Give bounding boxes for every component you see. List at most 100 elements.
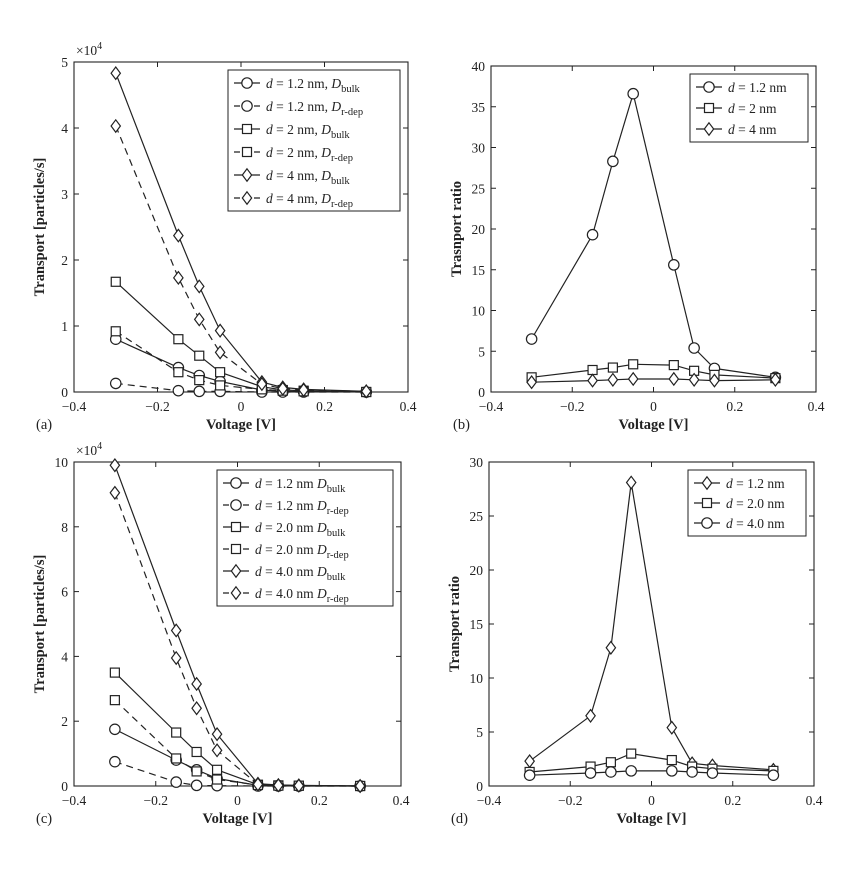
series-5 bbox=[110, 118, 372, 399]
data-point bbox=[193, 312, 205, 327]
x-tick-label: 0 bbox=[648, 793, 655, 808]
y-tick-label: 15 bbox=[470, 617, 484, 632]
y-tick-label: 25 bbox=[472, 181, 486, 196]
data-point bbox=[585, 708, 596, 723]
data-point bbox=[605, 766, 617, 778]
x-tick-label: 0.2 bbox=[316, 399, 333, 414]
x-tick-label: 0.4 bbox=[806, 793, 823, 808]
x-tick-label: 0.2 bbox=[726, 399, 743, 414]
y-tick-label: 2 bbox=[61, 714, 68, 729]
y-tick-label: 4 bbox=[61, 649, 68, 664]
data-point bbox=[171, 753, 182, 764]
data-point bbox=[109, 485, 121, 500]
legend: d = 1.2 nm d = 2.0 nm d = 4.0 nm bbox=[687, 469, 807, 537]
panel-d: −0.4 −0.2 0 0.2 0.4 0 5 10 15 20 25 30 Voltage [V] Tr… bbox=[447, 455, 823, 827]
panel-label: (a) bbox=[36, 417, 52, 433]
x-tick-label: 0.2 bbox=[724, 793, 741, 808]
data-point bbox=[666, 754, 677, 766]
legend-entry: d = 1.2 nm bbox=[726, 476, 785, 491]
data-point bbox=[252, 777, 264, 792]
legend-entry: d = 4 nm, Dr-dep bbox=[266, 191, 353, 210]
x-tick-label: 0 bbox=[234, 793, 241, 808]
series-line bbox=[531, 363, 776, 379]
series-line bbox=[115, 338, 367, 393]
legend-marker bbox=[701, 475, 713, 491]
x-tick-label: −0.2 bbox=[558, 793, 583, 808]
data-point bbox=[626, 748, 637, 759]
panel-label: (d) bbox=[451, 811, 468, 827]
data-point bbox=[109, 667, 120, 678]
series-2 bbox=[526, 371, 781, 390]
data-point bbox=[627, 87, 639, 100]
data-point bbox=[706, 767, 719, 779]
y-tick-label: 20 bbox=[472, 222, 486, 237]
x-tick-label: 0.4 bbox=[393, 793, 410, 808]
data-point bbox=[214, 345, 226, 360]
legend-marker bbox=[230, 585, 242, 601]
data-point bbox=[191, 701, 203, 716]
data-point bbox=[172, 384, 185, 397]
legend-marker bbox=[241, 190, 253, 206]
y-tick-label: 0 bbox=[61, 385, 68, 400]
series-line bbox=[114, 672, 361, 787]
x-tick-label: 0 bbox=[650, 399, 657, 414]
data-point bbox=[110, 66, 122, 81]
panel-a: −0.4 −0.2 0 0.2 0.4 0 1 2 3 4 5 ×104 Voltage [V] Tran… bbox=[32, 41, 417, 433]
data-point bbox=[109, 755, 121, 768]
data-point bbox=[607, 155, 619, 168]
legend-marker bbox=[241, 77, 253, 89]
y-exponent: ×104 bbox=[76, 441, 102, 458]
x-tick-label: 0.4 bbox=[400, 399, 417, 414]
data-point bbox=[110, 276, 121, 287]
y-tick-label: 30 bbox=[470, 455, 484, 470]
legend: d = 1.2 nm, Dbulk d = 1.2 nm, Dr-dep d = 2… bbox=[227, 69, 401, 212]
data-point bbox=[170, 776, 182, 788]
y-tick-label: 2 bbox=[61, 253, 68, 268]
data-point bbox=[193, 279, 205, 294]
x-tick-label: 0 bbox=[238, 399, 245, 414]
legend: d = 1.2 nm Dbulk d = 1.2 nm Dr-dep d = 2.0… bbox=[216, 469, 394, 607]
data-point bbox=[215, 367, 226, 378]
legend-marker bbox=[230, 521, 242, 533]
legend-entry: d = 1.2 nm Dbulk bbox=[255, 476, 346, 495]
data-point bbox=[605, 640, 617, 655]
x-tick-label: 0.2 bbox=[311, 793, 328, 808]
series-line bbox=[531, 378, 776, 383]
panel-label: (c) bbox=[36, 811, 52, 827]
x-axis-label: Voltage [V] bbox=[203, 811, 273, 827]
data-point bbox=[666, 720, 678, 735]
data-point bbox=[525, 333, 538, 345]
data-point bbox=[256, 376, 268, 392]
data-point bbox=[584, 767, 597, 779]
y-tick-label: 40 bbox=[472, 59, 486, 74]
data-point bbox=[211, 774, 223, 785]
data-point bbox=[173, 334, 184, 345]
legend-entry: d = 2.0 nm Dbulk bbox=[255, 520, 346, 539]
y-tick-label: 5 bbox=[61, 55, 68, 70]
legend-marker bbox=[703, 81, 715, 93]
legend-entry: d = 2 nm, Dr-dep bbox=[266, 145, 353, 164]
series-line bbox=[115, 281, 367, 393]
data-point bbox=[627, 371, 639, 387]
legend-marker bbox=[241, 146, 253, 158]
legend-entry: d = 4 nm, Dbulk bbox=[266, 168, 350, 187]
legend-marker bbox=[701, 497, 713, 509]
data-point bbox=[109, 695, 120, 706]
x-tick-label: 0.4 bbox=[808, 399, 825, 414]
y-tick-label: 5 bbox=[476, 725, 483, 740]
data-point bbox=[769, 372, 781, 387]
data-point bbox=[586, 228, 599, 241]
data-point bbox=[172, 228, 184, 243]
data-point bbox=[170, 623, 182, 638]
y-exponent: ×104 bbox=[76, 41, 102, 58]
series-2 bbox=[523, 765, 780, 781]
data-point bbox=[354, 778, 366, 794]
series-line bbox=[529, 770, 774, 776]
series-1 bbox=[524, 748, 779, 778]
legend-entry: d = 2 nm bbox=[728, 101, 777, 116]
legend-marker bbox=[230, 563, 242, 579]
data-point bbox=[709, 373, 720, 388]
panel-b: −0.4 −0.2 0 0.2 0.4 0 5 10 15 20 25 30 35 40 Voltage [… bbox=[449, 59, 825, 433]
series-2 bbox=[110, 276, 372, 398]
data-point bbox=[524, 753, 536, 769]
